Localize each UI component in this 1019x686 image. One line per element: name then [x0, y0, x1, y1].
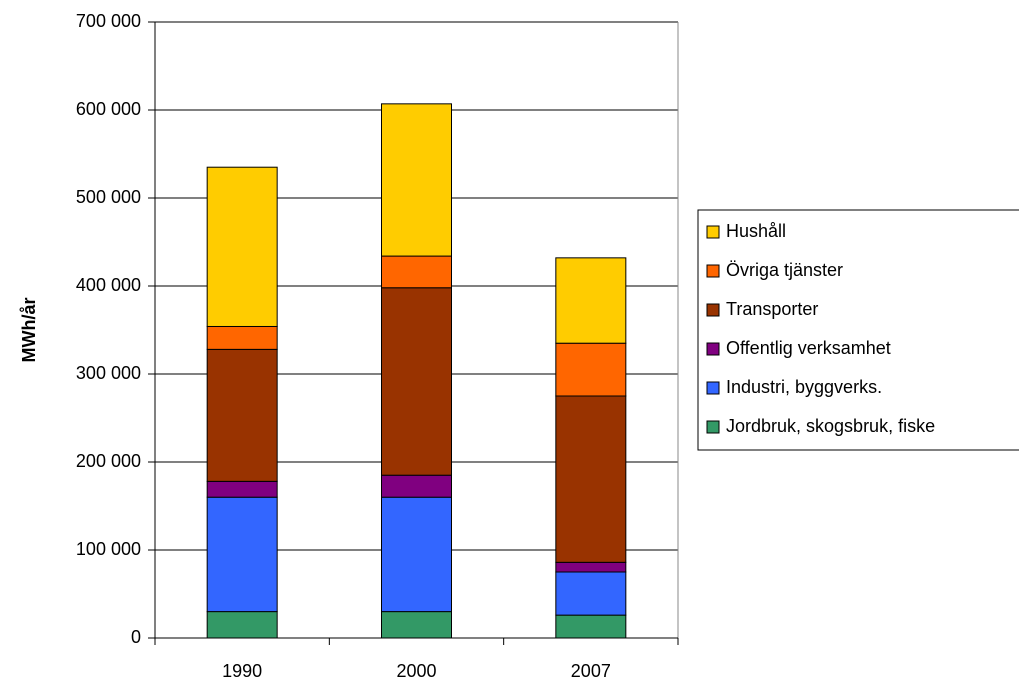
bar-segment [206, 496, 278, 613]
bar-segment [206, 480, 278, 498]
bar-segment [555, 342, 627, 397]
legend-swatch [706, 264, 720, 278]
y-tick-label: 600 000 [76, 99, 141, 119]
bar-segment [381, 287, 452, 476]
legend-swatch [706, 303, 720, 317]
x-tick-label: 1990 [222, 661, 262, 681]
legend-label: Industri, byggverks. [726, 377, 882, 397]
bar-segment [555, 257, 627, 344]
bar-segment [206, 611, 278, 639]
legend-label: Transporter [726, 299, 818, 319]
bar-segment [381, 474, 452, 498]
legend-swatch [706, 381, 720, 395]
y-tick-label: 300 000 [76, 363, 141, 383]
bar-segment [206, 166, 278, 327]
y-axis-label: MWh/år [19, 298, 39, 363]
legend-label: Övriga tjänster [726, 260, 843, 280]
y-tick-label: 700 000 [76, 11, 141, 31]
y-tick-label: 100 000 [76, 539, 141, 559]
bar-segment [555, 614, 627, 639]
bar-segment [381, 611, 452, 639]
legend-label: Hushåll [726, 221, 786, 241]
bar-segment [555, 561, 627, 573]
y-tick-label: 500 000 [76, 187, 141, 207]
y-tick-label: 200 000 [76, 451, 141, 471]
bar-segment [555, 395, 627, 563]
legend-label: Offentlig verksamhet [726, 338, 891, 358]
y-tick-label: 400 000 [76, 275, 141, 295]
y-tick-label: 0 [131, 627, 141, 647]
bar-segment [381, 255, 452, 289]
legend-label: Jordbruk, skogsbruk, fiske [726, 416, 935, 436]
bar-segment [206, 325, 278, 350]
bar-segment [206, 348, 278, 482]
legend-swatch [706, 420, 720, 434]
bar-segment [381, 103, 452, 257]
legend-swatch [706, 342, 720, 356]
legend-swatch [706, 225, 720, 239]
bar-segment [381, 496, 452, 613]
bar-segment [555, 571, 627, 616]
x-tick-label: 2007 [571, 661, 611, 681]
x-tick-label: 2000 [396, 661, 436, 681]
legend-box [697, 209, 1019, 451]
